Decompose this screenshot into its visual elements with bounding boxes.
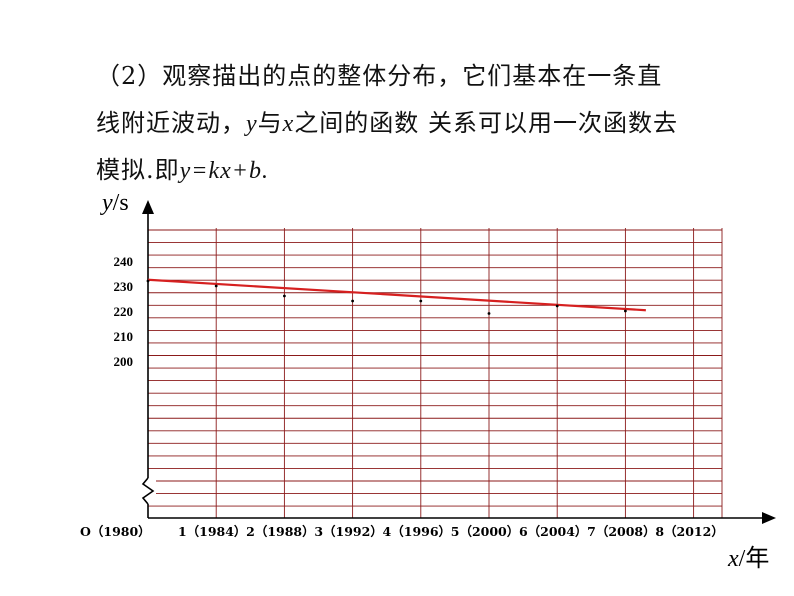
y-tick-label: 230 bbox=[114, 279, 134, 294]
x-tick-label: 2（1988） bbox=[246, 524, 315, 539]
x-tick-label: 6（2004） bbox=[519, 524, 588, 539]
x-tick-label: O（1980） bbox=[80, 524, 151, 539]
y-tick-label: 220 bbox=[114, 304, 134, 319]
variable-x: x bbox=[282, 111, 295, 137]
x-axis-label-unit: /年 bbox=[739, 545, 770, 572]
data-point bbox=[283, 294, 286, 298]
y-axis-label-var: y bbox=[100, 190, 113, 216]
problem-line-2-pre: 线附近波动， bbox=[96, 109, 246, 137]
problem-line-2-mid: 与 bbox=[257, 109, 283, 137]
x-axis-label: x/年 bbox=[727, 545, 769, 572]
y-tick-label: 240 bbox=[114, 254, 134, 269]
y-axis-label: y/s bbox=[100, 190, 129, 216]
linear-equation: y=kx+b. bbox=[179, 158, 269, 184]
problem-line-2-post: 之间的函数 关系可以用一次函数去 bbox=[294, 109, 678, 137]
data-point bbox=[419, 299, 423, 303]
data-point bbox=[146, 279, 150, 283]
x-tick-label: 4（1996） bbox=[383, 524, 452, 539]
y-axis-label-unit: /s bbox=[113, 190, 129, 216]
data-point bbox=[624, 309, 627, 313]
data-point bbox=[487, 312, 491, 315]
x-axis-arrow bbox=[762, 512, 776, 524]
variable-y: y bbox=[246, 111, 258, 137]
problem-line-1: （2）观察描出的点的整体分布，它们基本在一条直 bbox=[96, 56, 662, 91]
y-axis-arrow bbox=[142, 200, 154, 214]
x-tick-label: 3（1992） bbox=[314, 524, 383, 539]
data-point bbox=[555, 304, 559, 308]
fit-line bbox=[147, 278, 646, 312]
x-tick-label: 5（2000） bbox=[451, 524, 520, 539]
x-axis-label-var: x bbox=[727, 546, 739, 572]
y-tick-label: 210 bbox=[114, 329, 134, 344]
problem-line-3: 模拟.即y=kx+b. bbox=[96, 150, 269, 185]
x-tick-label: 8（2012） bbox=[655, 524, 724, 539]
problem-line-2: 线附近波动，y与x之间的函数 关系可以用一次函数去 bbox=[96, 103, 678, 138]
y-tick-label: 200 bbox=[114, 354, 134, 369]
data-point bbox=[214, 284, 218, 288]
problem-line-1-text: （2）观察描出的点的整体分布，它们基本在一条直 bbox=[96, 62, 663, 90]
axis-break-symbol bbox=[141, 477, 155, 505]
x-tick-label: 1（1984） bbox=[178, 524, 247, 539]
problem-line-3-pre: 模拟.即 bbox=[96, 156, 180, 184]
x-tick-label: 7（2008） bbox=[587, 524, 656, 539]
data-point bbox=[351, 299, 354, 303]
